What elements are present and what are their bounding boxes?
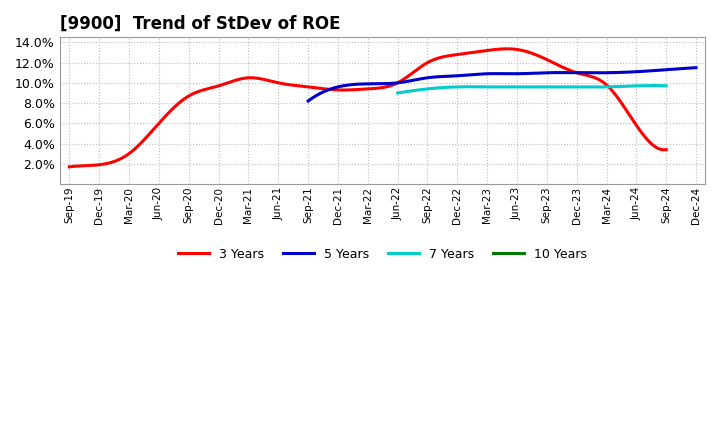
5 Years (631, 69, 639, 74)
Line: 7 Years: 7 Years (397, 85, 666, 93)
5 Years (655, 67, 664, 73)
3 Years (570, 70, 579, 75)
7 Years (620, 84, 629, 89)
3 Years (65, 164, 73, 169)
3 Years (420, 62, 429, 67)
5 Years (535, 70, 544, 76)
7 Years (393, 90, 402, 95)
5 Years (304, 99, 312, 104)
Line: 5 Years: 5 Years (308, 68, 696, 101)
7 Years (553, 84, 562, 89)
7 Years (558, 84, 567, 89)
5 Years (534, 70, 542, 76)
Line: 3 Years: 3 Years (69, 49, 666, 167)
Legend: 3 Years, 5 Years, 7 Years, 10 Years: 3 Years, 5 Years, 7 Years, 10 Years (173, 243, 593, 266)
7 Years (552, 84, 561, 89)
7 Years (636, 83, 645, 88)
7 Years (649, 83, 657, 88)
5 Years (541, 70, 550, 75)
3 Years (431, 57, 439, 62)
3 Years (67, 164, 76, 169)
7 Years (395, 90, 403, 95)
3 Years (608, 88, 616, 93)
5 Years (692, 65, 701, 70)
3 Years (418, 63, 427, 68)
3 Years (662, 147, 670, 152)
3 Years (503, 46, 511, 51)
5 Years (305, 97, 314, 103)
7 Years (662, 83, 670, 88)
Text: [9900]  Trend of StDev of ROE: [9900] Trend of StDev of ROE (60, 15, 341, 33)
